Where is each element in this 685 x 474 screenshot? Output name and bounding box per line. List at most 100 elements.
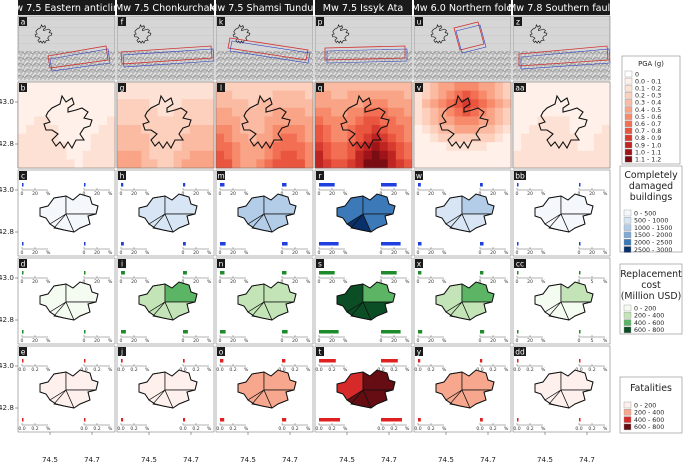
y-axis: 43.0 42.8 xyxy=(0,97,18,148)
share-bar xyxy=(22,359,24,363)
legend-entry-label: 200 - 400 xyxy=(634,410,664,417)
bar-tick-label: 0.2 xyxy=(328,367,335,373)
panel-label: z xyxy=(514,17,522,27)
share-bar xyxy=(319,330,339,334)
share-bar xyxy=(579,330,581,334)
bar-tick-label: % xyxy=(108,338,113,344)
district-share-bars: 0.0 0.2% xyxy=(476,418,509,432)
panel-label: j xyxy=(118,347,126,357)
bar-tick-label: 0.0 xyxy=(18,426,25,432)
bar-tick-label: % xyxy=(46,338,51,344)
district-share-bars: 0 20% xyxy=(182,330,212,344)
share-bar xyxy=(579,418,581,422)
bar-tick-label: % xyxy=(145,426,150,432)
panel-label: v xyxy=(415,83,423,93)
panel-label: dd xyxy=(514,347,526,357)
bar-tick-label: 0 xyxy=(219,279,222,285)
share-bar xyxy=(480,418,483,422)
bar-tick-label: 20 xyxy=(391,279,397,285)
share-bar xyxy=(220,183,225,187)
legend-entry-label: 0.6 - 0.7 xyxy=(635,121,661,128)
bar-tick-label: % xyxy=(405,191,410,197)
x-axis: 74.5 74.7 xyxy=(537,432,595,464)
bar-tick-label: 0 xyxy=(578,191,581,197)
district-share-bars: 0.0 0.2% xyxy=(414,359,447,373)
bar-tick-label: 0 xyxy=(578,250,581,256)
district-share-bars: 0 20% xyxy=(182,242,212,256)
share-bar xyxy=(381,418,402,422)
bar-tick-label: % xyxy=(207,426,212,432)
bar-tick-label: 0.2 xyxy=(427,367,434,373)
bar-tick-label: % xyxy=(108,250,113,256)
legend-swatch xyxy=(623,238,632,246)
share-bar xyxy=(84,359,86,363)
bar-tick-label: 5 xyxy=(591,338,594,344)
bar-tick-label: % xyxy=(145,250,150,256)
bar-tick-label: 0 xyxy=(417,191,420,197)
bar-tick-label: 0.2 xyxy=(130,426,137,432)
bar-tick-label: % xyxy=(541,426,546,432)
district-share-bars: 0 20% xyxy=(120,330,150,344)
district-share-bars: 0 20% xyxy=(21,330,51,344)
bar-tick-label: 0.2 xyxy=(93,367,100,373)
panel-label-text: n xyxy=(219,260,224,269)
x-tick-label: 74.7 xyxy=(84,455,100,464)
legend-entry-label: 0.9 - 1.0 xyxy=(635,142,661,149)
bar-tick-label: 20 xyxy=(230,250,236,256)
legend-entry-label: 0 - 500 xyxy=(634,210,656,217)
district-share-bars: 0 20% xyxy=(578,183,608,197)
bar-tick-label: 0.0 xyxy=(377,367,384,373)
share-bar xyxy=(418,359,421,363)
district-share-bars: 0.0 0.2% xyxy=(216,418,249,432)
share-bar xyxy=(22,330,24,334)
share-bar xyxy=(319,359,336,363)
district-share-bars: 0.0 0.2% xyxy=(377,359,410,373)
bar-tick-label: % xyxy=(541,279,546,285)
x-tick-label: 74.5 xyxy=(240,455,256,464)
bar-tick-label: 0.2 xyxy=(192,426,199,432)
choropleth-fatalities xyxy=(116,345,215,433)
bar-tick-label: 0.0 xyxy=(315,426,322,432)
bar-tick-label: % xyxy=(145,191,150,197)
fault-location-map xyxy=(413,15,512,81)
bar-tick-label: 0.0 xyxy=(117,426,124,432)
legend-swatch xyxy=(623,209,632,217)
bar-tick-label: % xyxy=(541,250,546,256)
bar-tick-label: 20 xyxy=(292,338,298,344)
bar-tick-label: 20 xyxy=(230,338,236,344)
pga-map xyxy=(314,81,413,169)
legend-entry-label: 1.0 - 1.1 xyxy=(635,149,661,156)
bar-tick-label: 20 xyxy=(131,338,137,344)
bar-tick-label: 20 xyxy=(490,191,496,197)
bar-tick-label: % xyxy=(108,367,113,373)
panel-label: f xyxy=(118,17,126,27)
panel-label: b xyxy=(19,83,27,93)
legend-swatch xyxy=(623,224,632,231)
panel-label: t xyxy=(316,347,324,357)
scenario-title: Mw 7.5 Chonkurchak xyxy=(115,0,215,15)
district-share-bars: 0.0 0.2% xyxy=(80,359,113,373)
bar-tick-label: % xyxy=(207,367,212,373)
bar-tick-label: % xyxy=(306,279,311,285)
district-share-bars: 0 20% xyxy=(318,242,348,256)
bar-tick-label: 0 xyxy=(182,191,185,197)
share-bar xyxy=(220,418,225,422)
legend-entry-label: 0 xyxy=(635,71,639,78)
fault-location-map xyxy=(215,15,314,81)
panel-label-text: o xyxy=(219,348,224,357)
district-share-bars: 0.0 0.2% xyxy=(377,418,410,432)
scenario-title: Mw 6.0 Northern fold xyxy=(411,0,513,15)
y-tick-label: 42.8 xyxy=(0,227,14,236)
district-share-bars: 0 20% xyxy=(516,242,546,256)
bar-tick-label: 0.2 xyxy=(291,426,298,432)
panel-label-text: x xyxy=(417,260,422,269)
share-bar xyxy=(517,183,519,187)
panel-label: a xyxy=(19,17,27,27)
bar-tick-label: 0 xyxy=(21,250,24,256)
district-share-bars: 0 20% xyxy=(281,271,311,285)
scenario-title: Mw 7.8 Southern fault xyxy=(508,0,614,15)
panel-label-text: cc xyxy=(516,260,524,269)
bar-tick-label: 20 xyxy=(32,191,38,197)
bar-tick-label: 0.0 xyxy=(575,367,582,373)
